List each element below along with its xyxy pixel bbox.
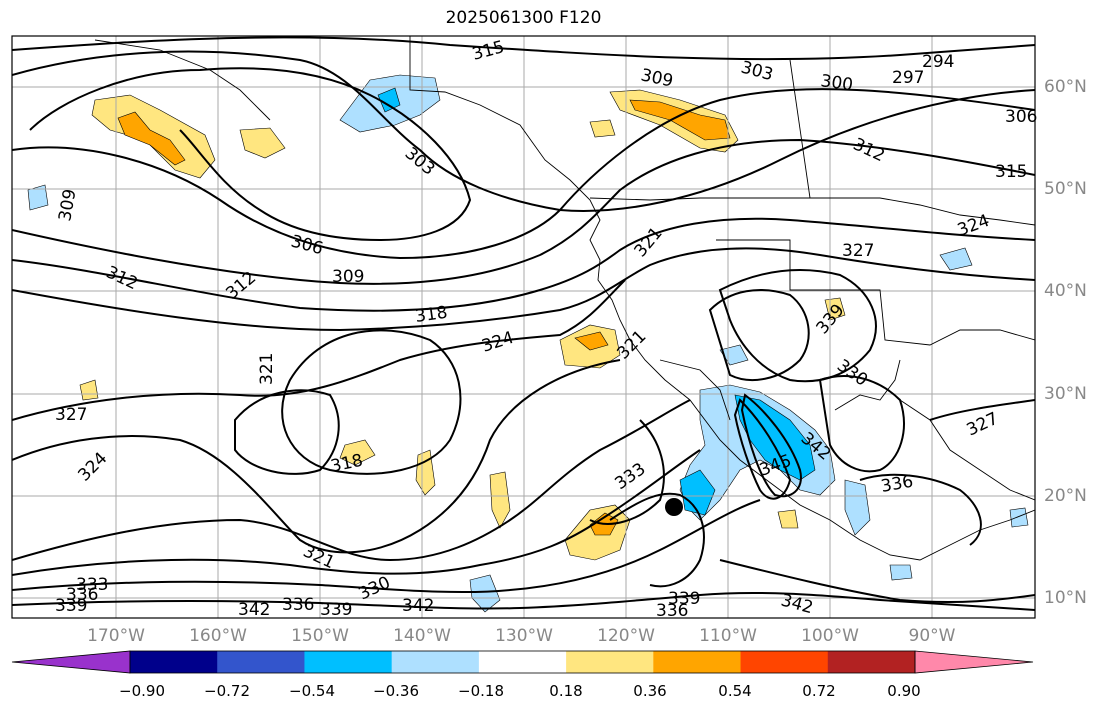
colorbar-segment	[653, 651, 742, 673]
lightblue-region	[1009, 507, 1029, 528]
lightblue-region	[939, 247, 973, 271]
contour-label: 336	[656, 601, 688, 621]
lat-label: 40°N	[1044, 281, 1087, 301]
contour-label: 297	[892, 68, 924, 88]
colorbar-tick: 0.72	[802, 682, 836, 700]
lat-label: 50°N	[1044, 179, 1087, 199]
colorbar-tick: −0.18	[458, 682, 504, 700]
contour-label: 339	[320, 600, 352, 620]
contour-label: 294	[922, 52, 954, 72]
contour-lines	[12, 36, 1035, 611]
colorbar-segment	[130, 651, 218, 673]
lightblue-region	[469, 574, 501, 613]
colorbar	[11, 650, 1034, 674]
contour-label: 327	[842, 241, 874, 261]
lat-label: 30°N	[1044, 384, 1087, 404]
contour-label: 321	[257, 353, 277, 385]
yellow-region	[339, 439, 376, 466]
contour-label: 339	[668, 589, 700, 609]
yellow-region	[777, 509, 799, 529]
lon-label: 160°W	[189, 626, 247, 646]
contour-label: 309	[332, 267, 364, 287]
contour-label: 327	[55, 405, 87, 425]
colorbar-segment	[827, 651, 916, 673]
map-title: 2025061300 F120	[445, 8, 602, 28]
lat-label: 10°N	[1044, 588, 1087, 608]
lon-label: 120°W	[597, 626, 655, 646]
colorbar-extend-high	[914, 650, 1034, 674]
location-marker	[665, 498, 683, 516]
yellow-region	[489, 471, 511, 529]
orange-region	[117, 111, 186, 166]
orange-region	[574, 331, 609, 351]
colorbar-segment	[304, 651, 393, 673]
map-frame	[11, 35, 1036, 619]
lon-label: 150°W	[291, 626, 349, 646]
contour-label: 336	[282, 595, 314, 615]
blue-region	[377, 87, 401, 113]
colorbar-tick: 0.90	[887, 682, 921, 700]
lat-label: 20°N	[1044, 486, 1087, 506]
yellow-region	[239, 127, 286, 159]
yellow-region	[79, 379, 99, 401]
anomaly-fills	[27, 74, 1029, 613]
yellow-region	[415, 449, 436, 496]
blue-region	[679, 469, 716, 516]
colorbar-tick: −0.36	[373, 682, 419, 700]
lightblue-region	[719, 344, 749, 366]
contour-label: 315	[995, 162, 1027, 182]
lon-label: 170°W	[87, 626, 145, 646]
contour-label: 300	[819, 71, 854, 95]
orange-region	[629, 99, 731, 141]
lightblue-region	[844, 479, 871, 536]
colorbar-segment	[740, 651, 829, 673]
contour-label: 336	[66, 585, 98, 605]
yellow-region	[589, 119, 616, 138]
lon-label: 130°W	[495, 626, 553, 646]
lon-label: 100°W	[801, 626, 859, 646]
colorbar-segment	[478, 651, 567, 673]
lon-label: 110°W	[699, 626, 757, 646]
colorbar-frame	[129, 650, 916, 674]
contour-label: 318	[414, 303, 449, 327]
colorbar-tick: −0.54	[289, 682, 335, 700]
colorbar-segment	[217, 651, 305, 673]
colorbar-extend-low	[11, 650, 131, 674]
contour-label: 342	[238, 600, 270, 620]
lon-label: 90°W	[908, 626, 956, 646]
contour-label: 342	[402, 596, 434, 616]
lightblue-region	[679, 384, 836, 521]
contour-label: 306	[1005, 107, 1037, 127]
lon-label: 140°W	[393, 626, 451, 646]
colorbar-tick: 0.18	[549, 682, 583, 700]
lightblue-region	[27, 184, 49, 211]
colorbar-tick: 0.36	[633, 682, 667, 700]
colorbar-tick: −0.90	[119, 682, 165, 700]
contour-label: 339	[55, 596, 87, 616]
lat-label: 60°N	[1044, 77, 1087, 97]
map-content	[12, 36, 1035, 618]
colorbar-tick: 0.54	[718, 682, 752, 700]
colorbar-segment	[391, 651, 480, 673]
lightblue-region	[889, 564, 913, 581]
colorbar-tick: −0.72	[204, 682, 250, 700]
colorbar-segment	[566, 651, 654, 673]
contour-label: 333	[76, 575, 108, 595]
